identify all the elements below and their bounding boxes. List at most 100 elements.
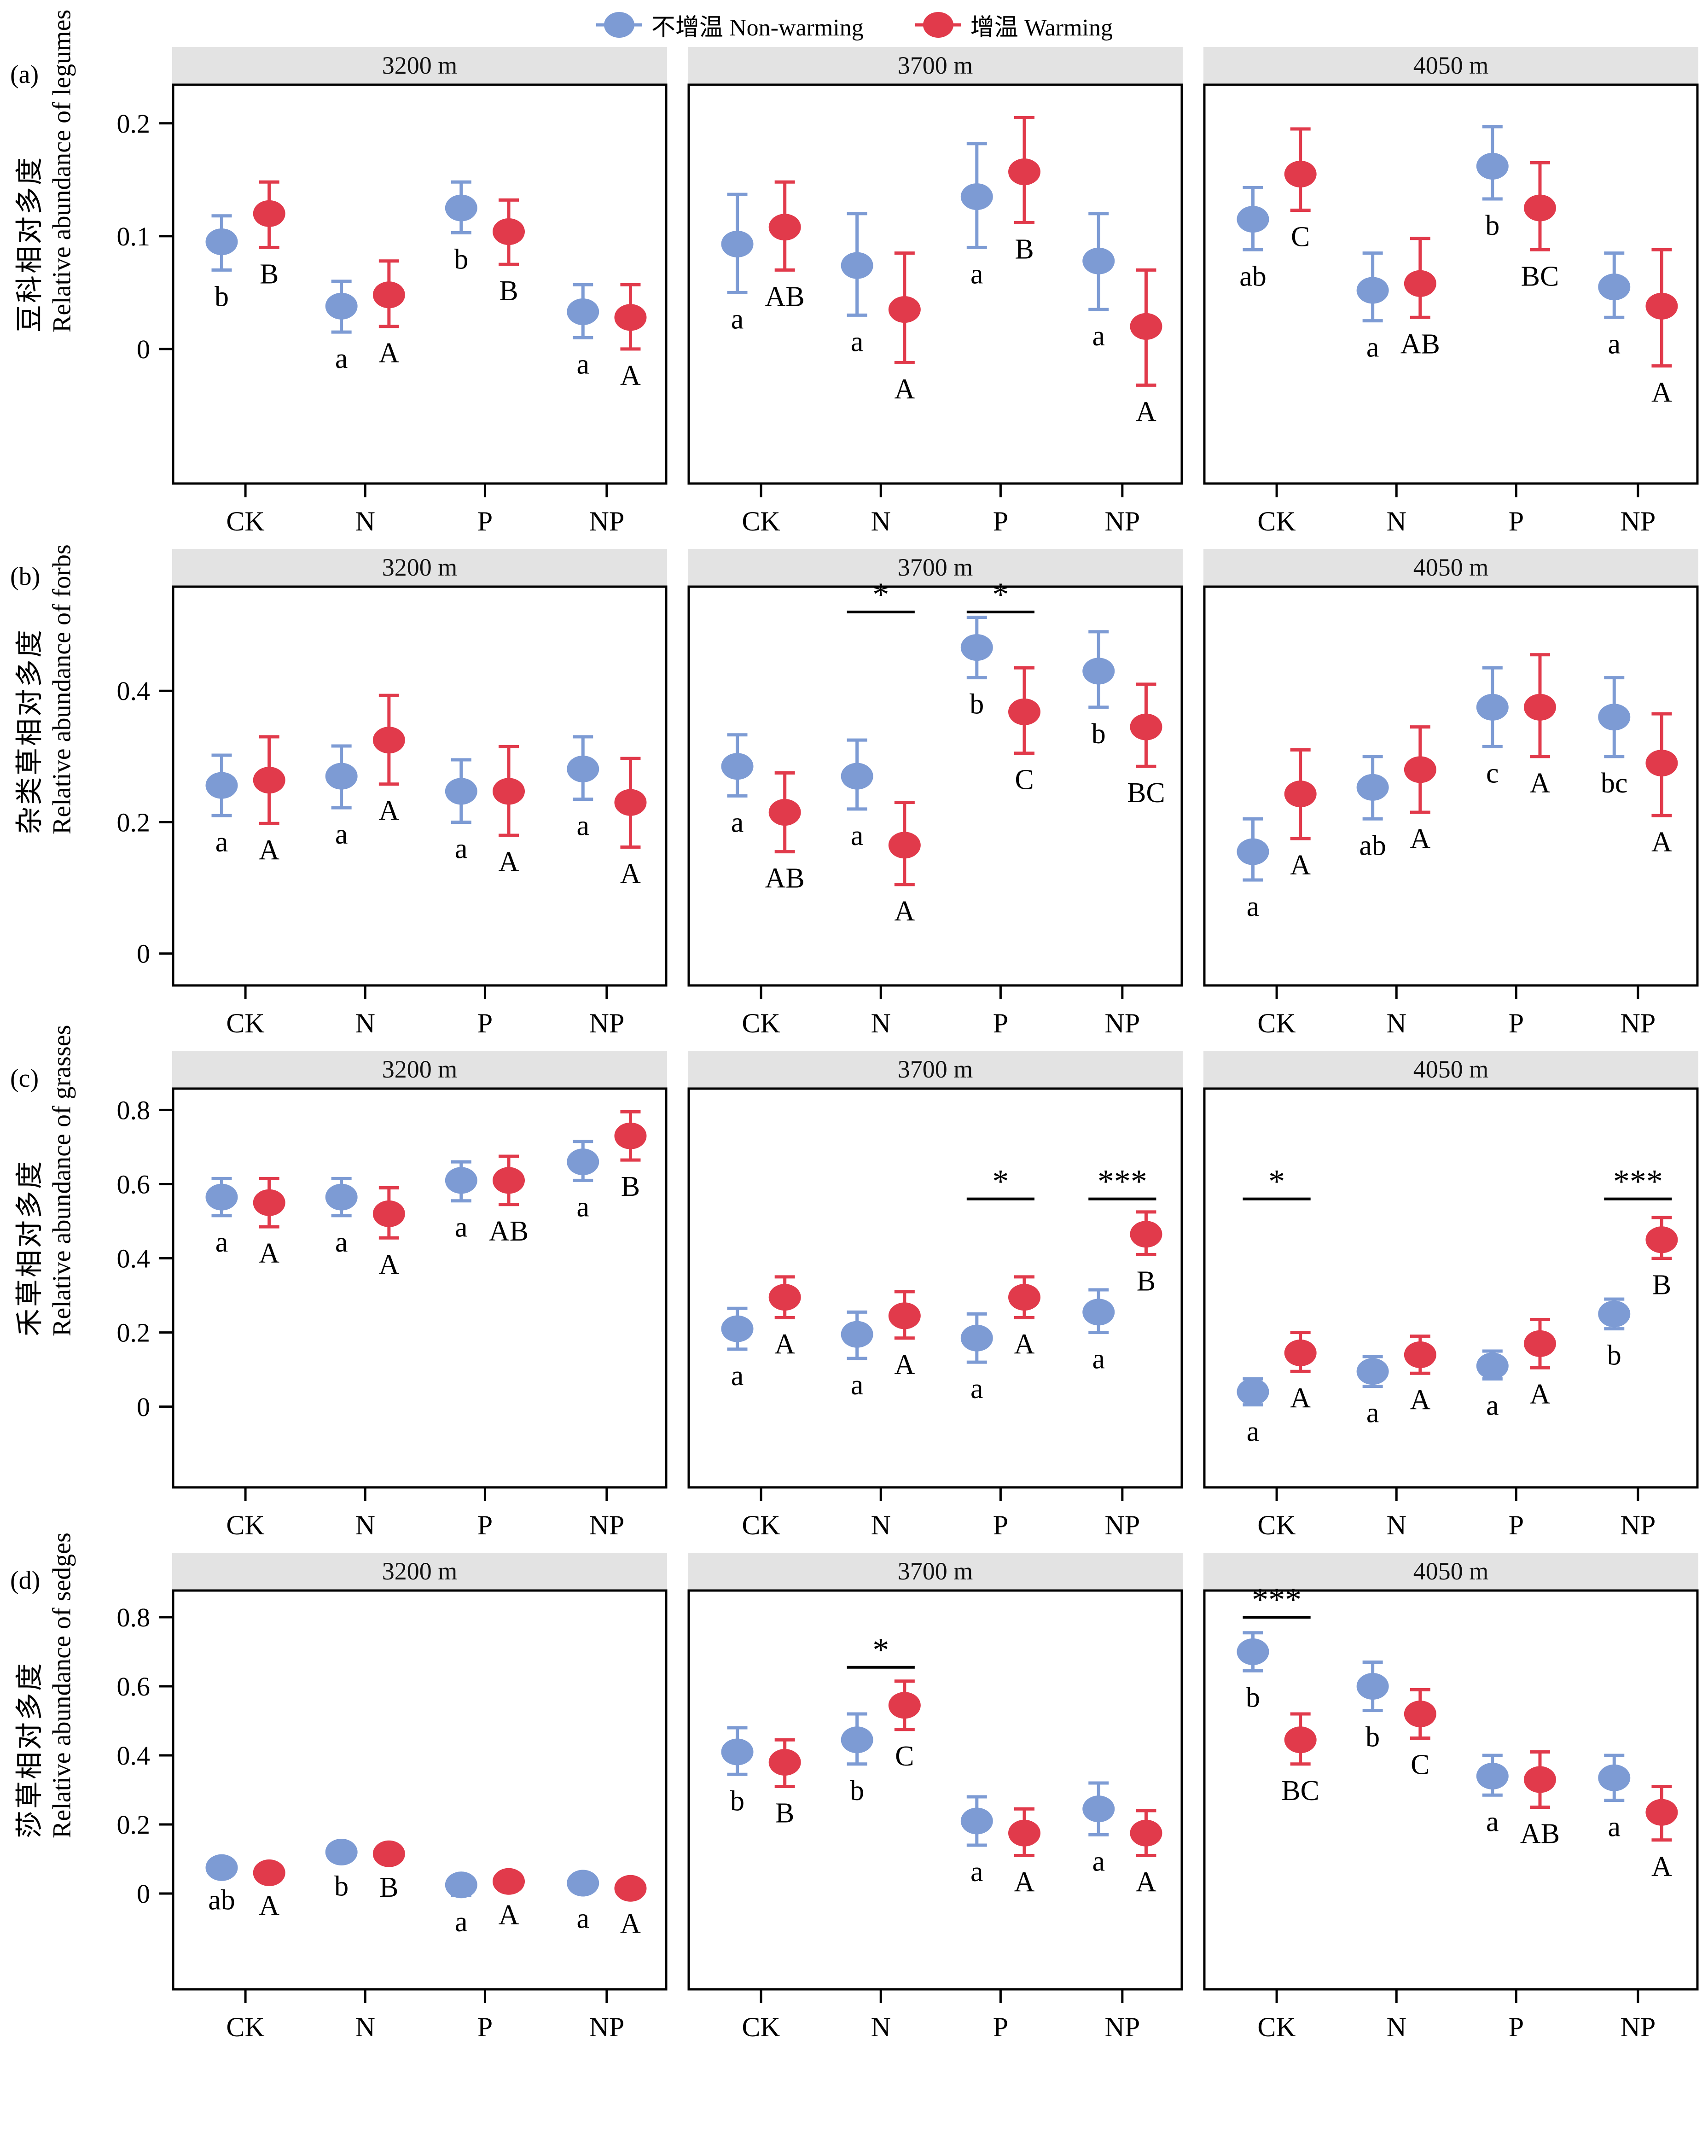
significance-stars: * [1268, 1163, 1285, 1200]
x-tick-label-P: P [993, 2012, 1008, 2042]
row-label: (d) [10, 1566, 41, 1595]
nonwarming-point-P [445, 194, 477, 221]
x-tick-label-P: P [993, 1510, 1008, 1540]
y-tick-label: 0.1 [117, 221, 151, 251]
y-axis-title-en: Relative abundance of grasses [47, 1025, 76, 1336]
y-tick-label: 0.4 [117, 1244, 151, 1274]
nonwarming-letter-P: b [1485, 210, 1499, 241]
warming-letter-P: B [1015, 233, 1034, 265]
panel-4050m: 4050 m CK N P NP *** b b a a BC C AB A [1203, 1553, 1699, 2045]
nonwarming-letter-NP: a [1092, 1344, 1105, 1375]
nonwarming-letter-CK: a [731, 303, 744, 335]
nonwarming-point-NP [1082, 658, 1115, 685]
x-tick-label-P: P [1509, 1008, 1524, 1038]
figure-row-a: (a) 豆科相对多度 Relative abundance of legumes 32… [0, 9, 1708, 540]
y-axis-title-en: Relative abundance of legumes [47, 9, 76, 332]
y-tick-label: 0.8 [117, 1095, 151, 1125]
warming-point-N [1404, 270, 1436, 297]
nonwarming-point-N [325, 763, 358, 790]
nonwarming-point-NP [1082, 1299, 1115, 1326]
x-tick-label-N: N [355, 1008, 375, 1038]
nonwarming-letter-CK: b [1246, 1682, 1260, 1713]
warming-point-CK [768, 214, 801, 241]
warming-letter-NP: A [620, 360, 641, 391]
y-tick-label: 0.6 [117, 1169, 151, 1199]
x-tick-label-NP: NP [589, 506, 624, 536]
plot-border [172, 1087, 668, 1489]
panel-3200m: 3200 m 0 0.2 0.4 0.6 0.8 CK N P NP ab b a a A B A A [76, 1553, 668, 2045]
nonwarming-letter-NP: a [1092, 320, 1105, 352]
x-tick-label-N: N [1387, 1008, 1406, 1038]
panel-grid: (a) 豆科相对多度 Relative abundance of legumes 32… [0, 9, 1708, 2045]
significance-stars: *** [1252, 1581, 1301, 1618]
plot-border [172, 83, 668, 485]
x-tick-label-N: N [871, 506, 891, 536]
warming-letter-P: AB [1520, 1818, 1560, 1850]
nonwarming-point-CK [1237, 1378, 1269, 1405]
warming-letter-NP: A [620, 1908, 641, 1940]
x-tick-label-NP: NP [1620, 506, 1656, 536]
warming-letter-NP: A [1651, 377, 1672, 408]
panel-3700m: 3700 m CK N P NP * b b a a B C A A [687, 1553, 1183, 2045]
x-tick-label-P: P [477, 1510, 493, 1540]
nonwarming-point-P [960, 1807, 993, 1835]
warming-letter-N: B [379, 1872, 398, 1903]
warming-letter-N: A [894, 373, 915, 405]
warming-point-P [1524, 693, 1556, 721]
plot-border [687, 83, 1183, 485]
y-tick-label: 0.4 [117, 1741, 151, 1771]
warming-point-NP [1130, 713, 1162, 740]
row-gutter: (c) 禾草相对多度 Relative abundance of grasses [6, 1025, 77, 1544]
nonwarming-letter-N: a [1366, 1397, 1379, 1428]
panel-3200m: 3200 m 0 0.2 0.4 CK N P NP a a a a A A A A [76, 549, 668, 1042]
x-tick-label-CK: CK [742, 506, 780, 536]
nonwarming-point-N [1356, 1358, 1389, 1385]
warming-letter-CK: A [259, 834, 279, 866]
nonwarming-letter-CK: b [730, 1785, 744, 1817]
y-axis-title: 豆科相对多度 Relative abundance of legumes [7, 9, 77, 332]
y-tick-label: 0 [137, 1879, 150, 1909]
legend-label-warming: 增温 Warming [970, 14, 1113, 41]
nonwarming-letter-P: a [970, 1373, 983, 1404]
nonwarming-point-P [445, 1167, 477, 1194]
y-axis-title: 杂类草相对多度 Relative abundance of forbs [7, 544, 77, 834]
nonwarming-letter-N: b [850, 1775, 864, 1806]
nonwarming-letter-NP: a [1608, 328, 1621, 360]
significance-stars: * [992, 576, 1009, 613]
warming-letter-N: A [894, 896, 915, 927]
row-label: (c) [10, 1064, 39, 1093]
y-tick-label: 0.2 [117, 807, 151, 837]
warming-point-P [1524, 1766, 1556, 1793]
panel-title: 4050 m [1203, 549, 1698, 586]
panels: 3200 m 0 0.2 0.4 0.6 0.8 CK N P NP a a a a A A AB B 3700 m… [76, 1051, 1699, 1544]
panel-title: 4050 m [1203, 1051, 1698, 1088]
nonwarming-letter-N: b [1365, 1722, 1380, 1753]
plot-border [687, 585, 1183, 987]
x-tick-label-CK: CK [226, 1008, 264, 1038]
panel-4050m: 4050 m CK N P NP * *** a a a b A A A B [1203, 1051, 1699, 1544]
nonwarming-letter-CK: b [215, 281, 229, 312]
nonwarming-point-CK [205, 228, 238, 256]
warming-point-N [1404, 1341, 1436, 1368]
warming-letter-P: A [499, 846, 519, 878]
warming-point-P [1008, 158, 1040, 186]
warming-point-N [888, 1302, 921, 1329]
nonwarming-point-P [445, 1871, 477, 1899]
warming-point-N [1404, 1701, 1436, 1727]
y-axis-title: 禾草相对多度 Relative abundance of grasses [7, 1025, 77, 1336]
x-tick-label-NP: NP [1620, 2012, 1656, 2042]
nonwarming-point-NP [1082, 1795, 1115, 1823]
x-tick-label-CK: CK [226, 506, 264, 536]
warming-letter-P: A [1530, 1379, 1551, 1410]
nonwarming-point-P [960, 1324, 993, 1352]
nonwarming-point-N [325, 1839, 358, 1865]
nonwarming-point-P [1476, 152, 1509, 180]
warming-letter-NP: B [1137, 1266, 1156, 1297]
y-tick-label: 0 [137, 1392, 150, 1422]
nonwarming-letter-NP: a [576, 1903, 589, 1934]
x-tick-label-CK: CK [1257, 1510, 1296, 1540]
